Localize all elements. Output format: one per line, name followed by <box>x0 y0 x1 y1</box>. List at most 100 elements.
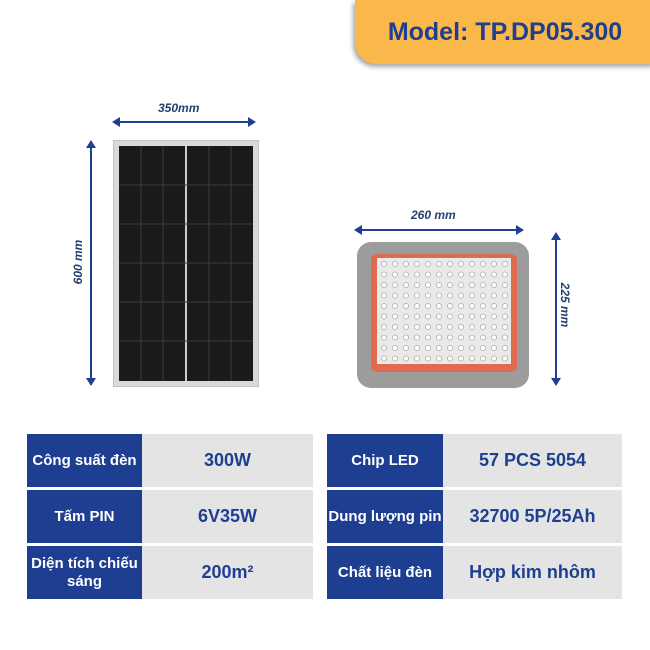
led-dot <box>458 261 464 267</box>
led-dot <box>381 355 387 362</box>
led-dot <box>414 355 420 362</box>
led-dot <box>414 261 420 267</box>
led-dot <box>491 345 497 351</box>
spec-row: Tấm PIN 6V35W <box>27 490 313 543</box>
led-dot <box>414 303 420 309</box>
led-dot <box>480 303 486 309</box>
led-dot <box>403 313 409 320</box>
led-dot <box>381 334 387 341</box>
led-dot <box>403 261 409 267</box>
led-dot <box>403 355 409 362</box>
led-dot <box>491 313 497 320</box>
led-dot <box>425 282 431 288</box>
led-dot <box>392 271 398 278</box>
led-dot <box>458 313 464 320</box>
led-dot <box>403 334 409 341</box>
led-dot <box>502 355 508 362</box>
led-dot <box>447 271 453 278</box>
led-dot <box>392 313 398 320</box>
led-dot <box>425 355 431 362</box>
spec-label: Chip LED <box>327 434 443 487</box>
spec-row: Chất liệu đèn Hợp kim nhôm <box>327 546 622 599</box>
led-dot <box>458 324 464 330</box>
led-dot <box>447 313 453 320</box>
led-dot <box>447 261 453 267</box>
led-dot <box>480 313 486 320</box>
spec-row: Dung lượng pin 32700 5P/25Ah <box>327 490 622 543</box>
floodlight-image <box>357 242 529 388</box>
led-dot <box>502 303 508 309</box>
led-dot <box>381 303 387 309</box>
led-dot <box>381 292 387 299</box>
led-dot <box>414 282 420 288</box>
led-dot <box>403 303 409 309</box>
led-dot <box>447 292 453 299</box>
led-dot <box>392 292 398 299</box>
led-dot <box>469 303 475 309</box>
led-dot <box>403 345 409 351</box>
led-dot <box>469 334 475 341</box>
spec-label: Tấm PIN <box>27 490 142 543</box>
led-dot <box>381 345 387 351</box>
led-dot <box>436 334 442 341</box>
lamp-height-arrow <box>551 232 561 386</box>
led-dot <box>392 345 398 351</box>
led-dot <box>436 271 442 278</box>
led-dot <box>425 324 431 330</box>
lamp-width-arrow <box>354 225 524 235</box>
panel-height-label: 600 mm <box>71 239 85 285</box>
spec-value: 6V35W <box>142 490 313 543</box>
led-dot <box>392 303 398 309</box>
lamp-height-label: 225 mm <box>558 282 572 328</box>
led-dot <box>425 345 431 351</box>
led-dot <box>502 292 508 299</box>
led-dot <box>436 355 442 362</box>
spec-label: Chất liệu đèn <box>327 546 443 599</box>
led-dot <box>436 292 442 299</box>
led-dot <box>447 334 453 341</box>
led-dot <box>447 303 453 309</box>
panel-height-arrow <box>86 140 96 386</box>
led-dot <box>480 334 486 341</box>
led-dot <box>436 345 442 351</box>
led-dot <box>425 334 431 341</box>
panel-width-arrow <box>112 117 256 127</box>
spec-value: 32700 5P/25Ah <box>443 490 622 543</box>
spec-label: Công suất đèn <box>27 434 142 487</box>
led-dot <box>403 282 409 288</box>
led-dot <box>458 271 464 278</box>
led-dot <box>480 282 486 288</box>
led-dot <box>480 345 486 351</box>
led-dot <box>491 261 497 267</box>
led-dot <box>491 303 497 309</box>
led-dot <box>469 355 475 362</box>
led-dot <box>436 303 442 309</box>
led-dot <box>392 355 398 362</box>
led-dot <box>502 282 508 288</box>
led-dot <box>469 292 475 299</box>
led-dot <box>447 324 453 330</box>
led-dot <box>403 271 409 278</box>
led-dot <box>469 282 475 288</box>
led-dot <box>469 271 475 278</box>
spec-row: Chip LED 57 PCS 5054 <box>327 434 622 487</box>
led-dot <box>447 355 453 362</box>
panel-width-label: 350mm <box>158 101 200 115</box>
led-dot <box>469 313 475 320</box>
spec-value: Hợp kim nhôm <box>443 546 622 599</box>
led-dot <box>381 271 387 278</box>
led-dot <box>436 313 442 320</box>
led-dot <box>480 292 486 299</box>
led-dot <box>392 282 398 288</box>
led-dot <box>502 345 508 351</box>
led-dot <box>491 292 497 299</box>
led-dot <box>436 282 442 288</box>
led-dot <box>381 324 387 330</box>
led-dot <box>447 345 453 351</box>
spec-table-right: Chip LED 57 PCS 5054 Dung lượng pin 32700 … <box>327 434 622 599</box>
led-dot <box>392 334 398 341</box>
spec-label: Dung lượng pin <box>327 490 443 543</box>
led-dot <box>502 271 508 278</box>
led-dot <box>480 324 486 330</box>
led-dot <box>381 261 387 267</box>
